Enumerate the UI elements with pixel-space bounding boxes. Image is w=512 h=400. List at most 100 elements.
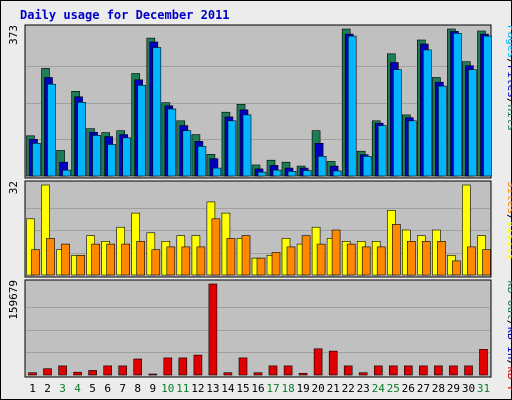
bar-pages-day-12 [197, 146, 207, 177]
bar-sites-day-19 [301, 235, 311, 276]
bar-kb-f-day-15 [238, 357, 248, 376]
bar-pages-day-18 [287, 171, 297, 177]
bar-pages-day-7 [122, 137, 131, 177]
bar-pages-day-29 [453, 32, 462, 177]
bar-kb-f-day-26 [403, 365, 413, 376]
x-label-day-4: 4 [74, 382, 81, 395]
bar-sites-day-13 [211, 218, 221, 276]
bar-sites-day-16 [256, 257, 266, 276]
bar-pages-day-2 [47, 83, 56, 177]
bar-pages-day-5 [92, 135, 101, 177]
panel-visitors-legend: Sites/Visits [505, 181, 512, 261]
x-axis-day-labels: 1 2 3 4 5 6 7 8 9 10 11 12 13 14 15 16 17 18 19 20 21 22 23 24 2… [29, 382, 490, 395]
bar-sites-day-14 [226, 238, 236, 276]
x-label-day-22: 22 [342, 382, 355, 395]
bar-sites-day-3 [61, 243, 70, 276]
bar-kb-f-day-29 [449, 365, 458, 376]
bar-sites-day-22 [346, 243, 356, 276]
bar-sites-day-2 [46, 238, 55, 276]
bar-kb-f-day-24 [373, 365, 383, 376]
legend-separator: / [505, 320, 512, 327]
legend-pages: Pages [505, 25, 512, 58]
bar-kb-f-day-10 [163, 357, 173, 376]
bar-pages-day-17 [272, 169, 282, 177]
x-label-day-2: 2 [44, 382, 51, 395]
x-label-day-18: 18 [281, 382, 294, 395]
bar-kb-f-day-13 [208, 283, 218, 376]
bar-pages-day-3 [62, 169, 71, 177]
bar-kb-f-day-4 [73, 371, 82, 376]
legend-sites: Sites [505, 181, 512, 214]
bar-kb-f-day-3 [58, 365, 67, 376]
bar-pages-day-13 [212, 167, 222, 177]
bar-pages-day-9 [152, 47, 162, 177]
bar-kb-f-day-1 [28, 372, 37, 376]
x-label-day-1: 1 [29, 382, 36, 395]
bar-pages-day-26 [407, 120, 417, 177]
bar-pages-day-11 [182, 130, 192, 177]
legend-separator: / [505, 360, 512, 367]
panel-kbytes-background [24, 279, 492, 378]
x-label-day-17: 17 [266, 382, 279, 395]
bar-pages-day-14 [227, 120, 237, 177]
bar-sites-day-24 [376, 246, 386, 276]
bar-sites-day-20 [316, 243, 326, 276]
x-label-day-31: 31 [477, 382, 490, 395]
x-label-day-15: 15 [236, 382, 249, 395]
x-label-day-20: 20 [311, 382, 324, 395]
bar-sites-day-18 [286, 246, 296, 276]
bar-kb-f-day-20 [313, 348, 323, 376]
legend-hits: Hits [505, 105, 512, 132]
bar-sites-day-30 [467, 246, 476, 276]
bar-kb-f-day-17 [268, 365, 278, 376]
legend-files: Files [505, 65, 512, 98]
bar-kb-f-day-7 [118, 365, 127, 376]
bar-kb-f-day-22 [343, 365, 353, 376]
bar-sites-day-27 [421, 241, 431, 276]
x-label-day-16: 16 [251, 382, 264, 395]
x-label-day-6: 6 [104, 382, 111, 395]
bar-kb-f-day-11 [178, 357, 188, 376]
bar-kb-f-day-5 [88, 370, 97, 376]
bar-sites-day-9 [151, 249, 161, 276]
bar-pages-day-28 [438, 85, 447, 177]
bar-pages-day-15 [242, 114, 252, 177]
x-label-day-24: 24 [372, 382, 386, 395]
x-label-day-29: 29 [447, 382, 460, 395]
bar-pages-day-1 [32, 143, 41, 177]
bar-sites-day-29 [452, 260, 461, 276]
x-label-day-23: 23 [357, 382, 370, 395]
bar-pages-day-25 [392, 69, 402, 177]
bar-pages-day-4 [77, 102, 86, 177]
bar-kb-f-day-19 [298, 372, 308, 376]
bar-kb-f-day-8 [133, 358, 142, 376]
bar-kb-f-day-16 [253, 372, 263, 376]
bar-sites-day-26 [406, 241, 416, 276]
bar-pages-day-10 [167, 108, 177, 177]
bar-pages-day-6 [107, 144, 116, 177]
x-label-day-28: 28 [432, 382, 445, 395]
bar-pages-day-24 [377, 125, 387, 177]
bar-kb-f-day-28 [434, 365, 443, 376]
x-label-day-19: 19 [296, 382, 309, 395]
x-label-day-26: 26 [402, 382, 415, 395]
x-label-day-5: 5 [89, 382, 96, 395]
bar-sites-day-23 [361, 246, 371, 276]
legend-kb-in: kB In [505, 326, 512, 359]
bar-kb-f-day-12 [193, 354, 203, 376]
bar-sites-day-1 [31, 249, 40, 276]
x-label-day-9: 9 [149, 382, 156, 395]
bar-kb-f-day-9 [148, 373, 158, 376]
legend-separator: / [505, 214, 512, 221]
legend-kb-f: kB F [505, 366, 512, 393]
bar-sites-day-7 [121, 243, 130, 276]
bar-kb-f-day-6 [103, 365, 112, 376]
bar-sites-day-12 [196, 246, 206, 276]
x-label-day-14: 14 [221, 382, 235, 395]
bar-kb-f-day-31 [479, 349, 488, 376]
bar-sites-day-28 [437, 241, 446, 276]
x-label-day-12: 12 [191, 382, 204, 395]
bar-pages-day-21 [332, 170, 342, 177]
bar-pages-day-19 [302, 170, 312, 177]
panel-visitors: 32 Sites/Visits [7, 180, 512, 278]
